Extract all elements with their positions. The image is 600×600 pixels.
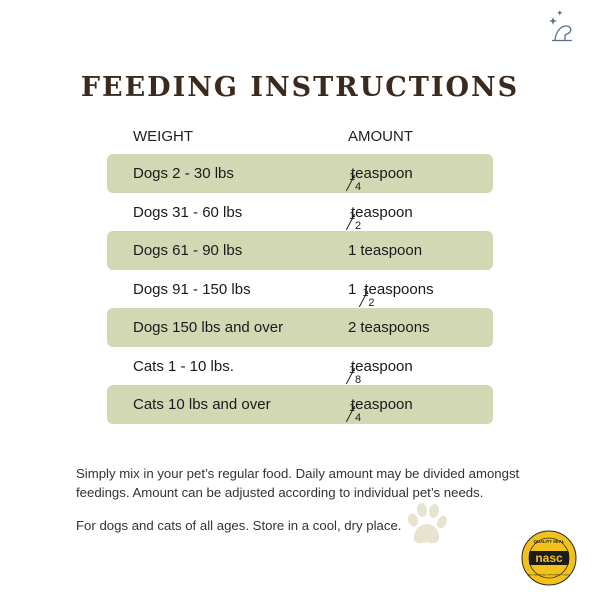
instructions-notes: Simply mix in your pet’s regular food. D… xyxy=(76,464,536,549)
weight-cell: Dogs 61 - 90 lbs xyxy=(133,242,243,259)
amount-whole: 1 xyxy=(348,280,357,298)
amount-unit: teaspoon xyxy=(351,396,413,413)
seal-top-text: QUALITY SEAL xyxy=(534,539,565,544)
seal-bottom-text: NATIONAL ANIMAL SUPPLEMENT COUNCIL xyxy=(528,574,572,577)
mixing-note: Simply mix in your pet’s regular food. D… xyxy=(76,466,520,500)
weight-header: WEIGHT xyxy=(133,128,193,145)
amount-unit: teaspoon xyxy=(351,165,413,182)
amount-fraction: 12 xyxy=(359,287,375,309)
amount-fraction: 14 xyxy=(345,171,362,193)
amount-cell: 14teaspoon xyxy=(345,165,413,193)
amount-unit: teaspoon xyxy=(360,242,423,259)
table-body: Dogs 2 - 30 lbs14teaspoonDogs 31 - 60 lb… xyxy=(107,154,493,424)
amount-cell: 2 teaspoons xyxy=(348,319,430,336)
storage-note: For dogs and cats of all ages. Store in … xyxy=(76,518,402,533)
fraction-denominator: 8 xyxy=(355,373,362,386)
amount-unit: teaspoons xyxy=(360,319,430,336)
brand-logo-icon xyxy=(549,10,572,42)
weight-cell: Dogs 31 - 60 lbs xyxy=(133,203,243,221)
amount-cell: 1 teaspoon xyxy=(348,242,422,259)
fraction-denominator: 2 xyxy=(368,296,375,309)
table-row: Cats 1 - 10 lbs. 18teaspoon xyxy=(107,347,493,386)
amount-unit: teaspoons xyxy=(364,280,434,298)
weight-cell: Cats 1 - 10 lbs. xyxy=(133,357,234,375)
fraction-denominator: 2 xyxy=(355,219,362,232)
table-row: Dogs 61 - 90 lbs 1 teaspoon xyxy=(107,231,493,270)
amount-fraction: 18 xyxy=(345,364,362,386)
fraction-denominator: 4 xyxy=(355,181,362,193)
seal-center-text: nasc xyxy=(535,551,563,565)
weight-cell: Dogs 150 lbs and over xyxy=(133,319,284,336)
table-row: Dogs 2 - 30 lbs 14teaspoon xyxy=(107,154,493,193)
amount-unit: teaspoon xyxy=(351,203,413,221)
amount-cell: 18teaspoon xyxy=(345,357,413,386)
fraction-denominator: 4 xyxy=(355,412,362,424)
table-row: Dogs 91 - 150 lbs 112teaspoons xyxy=(107,270,493,309)
page-title: FEEDING INSTRUCTIONS xyxy=(80,72,520,103)
table-row: Cats 10 lbs and over 14teaspoon xyxy=(107,385,493,424)
amount-cell: 112teaspoons xyxy=(348,280,434,309)
amount-cell: 14teaspoon xyxy=(345,396,413,424)
paw-print-icon xyxy=(407,503,447,544)
amount-whole: 2 xyxy=(348,319,357,336)
table-row: Dogs 150 lbs and over 2 teaspoons xyxy=(107,308,493,347)
amount-header: AMOUNT xyxy=(348,128,413,145)
weight-cell: Cats 10 lbs and over xyxy=(133,396,271,413)
weight-cell: Dogs 91 - 150 lbs xyxy=(133,280,251,298)
amount-whole: 1 xyxy=(348,242,357,259)
table-header: WEIGHT AMOUNT xyxy=(107,118,493,154)
amount-fraction: 12 xyxy=(345,210,362,232)
amount-unit: teaspoon xyxy=(351,357,413,375)
amount-fraction: 14 xyxy=(345,402,362,424)
weight-cell: Dogs 2 - 30 lbs xyxy=(133,165,234,182)
feeding-table: WEIGHT AMOUNT Dogs 2 - 30 lbs14teaspoonD… xyxy=(107,118,493,424)
nasc-quality-seal-icon: nasc QUALITY SEAL NATIONAL ANIMAL SUPPLE… xyxy=(521,530,577,586)
